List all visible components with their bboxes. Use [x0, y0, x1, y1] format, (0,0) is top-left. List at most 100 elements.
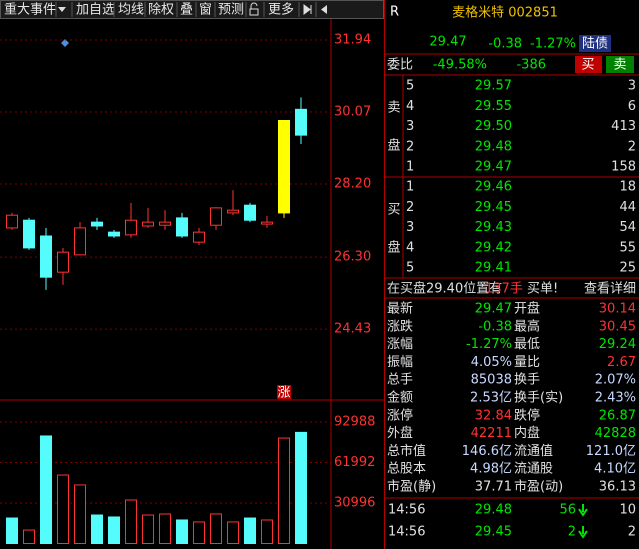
volume-bar — [6, 517, 18, 545]
tag-box — [579, 35, 611, 52]
candle-body — [210, 207, 222, 226]
book-volume: 54 — [619, 220, 636, 235]
stock-title: 麦格米特 002851 — [452, 5, 558, 21]
candle-body — [23, 219, 35, 249]
sell-button — [606, 56, 634, 73]
volume-bar — [23, 529, 35, 544]
stat-label: 涨幅 — [387, 337, 413, 352]
volume-bar — [142, 514, 154, 545]
level: 5 — [406, 79, 414, 94]
stat-value: 30.45 — [599, 319, 636, 334]
toolbar-item[interactable]: 均线 — [118, 3, 144, 18]
level: 5 — [406, 261, 414, 276]
change: -0.38 — [488, 37, 522, 52]
notice-suffix: 买单! — [527, 282, 558, 297]
stat-value: 85038 — [471, 373, 512, 388]
stat-value: -1.27% — [466, 337, 512, 352]
candle-body — [91, 221, 103, 227]
stat-value: 32.84 — [475, 408, 512, 423]
book-price: 29.46 — [475, 180, 512, 195]
notice-link[interactable]: 查看详细 — [584, 281, 636, 297]
volume-bar — [227, 521, 239, 545]
toolbar-item[interactable]: 窗 — [199, 2, 212, 18]
level: 4 — [406, 99, 414, 114]
toolbar-item[interactable]: 除权 — [148, 2, 174, 18]
stat-label: 总股本 — [387, 462, 426, 477]
stat-label: 最高 — [514, 318, 540, 334]
notice-text: 在买盘29.40位置有 — [387, 281, 502, 297]
book-price: 29.43 — [475, 220, 512, 235]
y-tick-label: 92988 — [334, 414, 375, 429]
level: 1 — [406, 160, 414, 175]
book-volume: 413 — [611, 119, 636, 134]
stat-value: 4.10亿 — [594, 462, 636, 477]
candle-body — [159, 221, 171, 226]
toolbar-item[interactable]: 重大事件 — [4, 2, 56, 18]
level: 2 — [406, 200, 414, 215]
y-tick-label: 26.30 — [334, 250, 371, 265]
volume-bar — [40, 435, 52, 544]
candle-body — [74, 227, 86, 256]
volume-bar — [193, 521, 205, 545]
candle-body — [244, 204, 256, 221]
candle-body — [57, 251, 69, 273]
buy-button-label[interactable]: 买 — [581, 58, 594, 73]
stat-label: 最新 — [387, 301, 413, 317]
stat-value: 37.71 — [475, 480, 512, 495]
side-label: 卖 — [387, 101, 400, 116]
volume-bar — [176, 519, 188, 544]
stat-value: 2.67 — [607, 355, 636, 370]
volume-bar — [125, 499, 137, 544]
stat-value: 2.53亿 — [470, 391, 512, 406]
book-volume: 3 — [628, 79, 636, 94]
level: 1 — [406, 180, 414, 195]
trade-volume: 56 — [559, 503, 576, 518]
next-icon[interactable] — [303, 4, 312, 15]
stat-label: 总市值 — [387, 443, 426, 459]
trade-time: 14:56 — [388, 503, 425, 518]
stat-value: 2.07% — [595, 373, 636, 388]
book-volume: 55 — [619, 240, 636, 255]
volume-bar — [57, 474, 69, 545]
stat-value: 2.43% — [595, 391, 636, 406]
stat-value: -0.38 — [478, 319, 512, 334]
book-price: 29.47 — [475, 160, 512, 175]
level: 2 — [406, 139, 414, 154]
stat-value: 29.24 — [599, 337, 636, 352]
tag[interactable]: 陆债 — [582, 36, 608, 52]
volume-bar — [210, 513, 222, 544]
toolbar-item[interactable]: 叠 — [180, 3, 193, 18]
stat-label: 市盈(动) — [514, 479, 563, 495]
dropdown-icon[interactable] — [58, 7, 66, 12]
stat-label: 换手(实) — [514, 391, 563, 406]
stat-label: 涨停 — [387, 407, 413, 423]
book-price: 29.42 — [475, 240, 512, 255]
sell-button-label[interactable]: 卖 — [613, 58, 626, 73]
change-pct: -1.27% — [530, 37, 576, 52]
volume-bar — [261, 519, 273, 544]
candle-body — [40, 235, 52, 278]
candle-body — [125, 219, 137, 236]
book-price: 29.45 — [475, 200, 512, 215]
stat-value: 42828 — [595, 426, 636, 441]
stat-label: 振幅 — [387, 355, 413, 370]
weibi-pct: -49.58% — [433, 58, 487, 73]
side-label: 盘 — [387, 240, 400, 256]
toolbar-item[interactable]: 预测 — [218, 3, 244, 18]
lock-icon[interactable] — [249, 2, 259, 16]
book-volume: 25 — [619, 261, 636, 276]
toolbar-item[interactable]: 加自选 — [76, 3, 115, 18]
candle-body — [6, 214, 18, 229]
trade-count: 2 — [628, 525, 636, 540]
y-tick-label: 61992 — [334, 455, 375, 470]
y-tick-label: 28.20 — [334, 177, 371, 192]
y-tick-label: 31.94 — [334, 33, 371, 48]
level: 3 — [406, 220, 414, 235]
event-marker[interactable] — [61, 39, 69, 47]
toolbar-item[interactable]: 更多 — [268, 2, 294, 18]
annotation: 涨 — [277, 386, 290, 401]
y-tick-label: 30.07 — [334, 105, 371, 120]
prev-icon[interactable] — [321, 5, 327, 14]
candle-body — [295, 108, 307, 136]
